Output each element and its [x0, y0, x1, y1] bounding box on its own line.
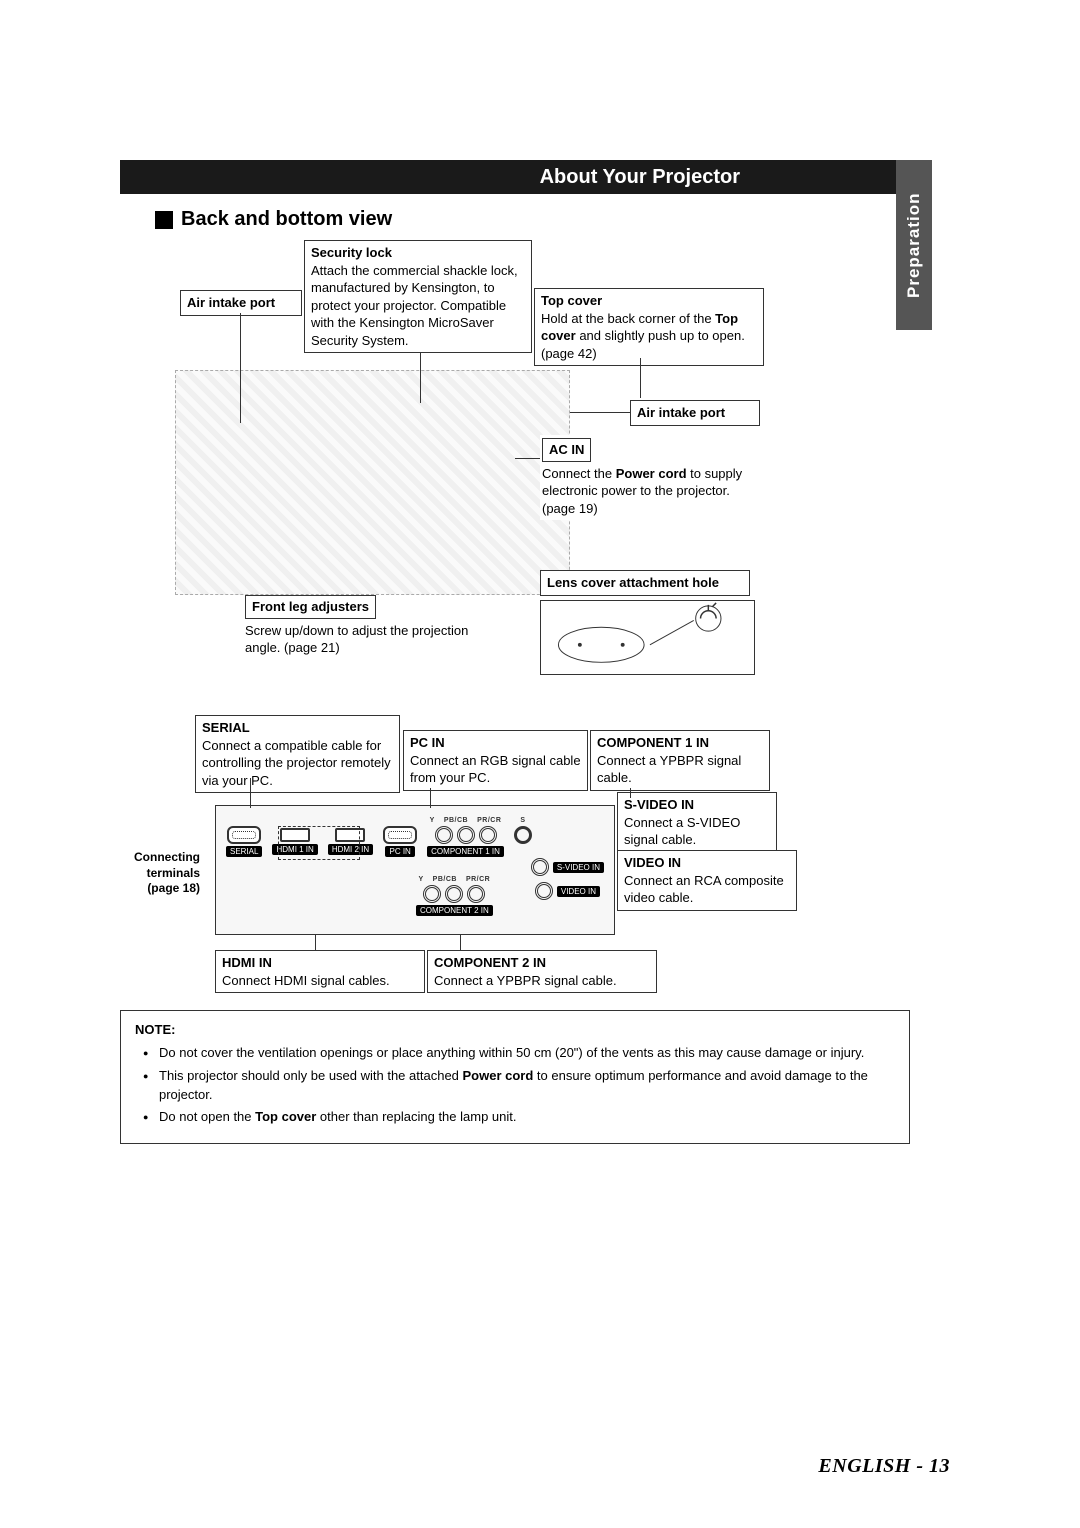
callout-component2: COMPONENT 2 IN Connect a YPBPR signal ca… [427, 950, 657, 993]
note-item: Do not cover the ventilation openings or… [147, 1044, 895, 1063]
callout-title: Front leg adjusters [245, 595, 376, 619]
rca-port-icon [423, 885, 441, 903]
page-title: About Your Projector [540, 166, 740, 189]
projector-back-bottom-diagram [175, 370, 570, 595]
callout-title: Security lock [311, 244, 525, 262]
callout-hdmi: HDMI IN Connect HDMI signal cables. [215, 950, 425, 993]
callout-title: SERIAL [202, 719, 393, 737]
leader-line [570, 412, 630, 413]
port-component1: Y PB/CB PR/CR COMPONENT 1 IN [427, 817, 504, 857]
callout-title: S-VIDEO IN [624, 796, 770, 814]
callout-component1: COMPONENT 1 IN Connect a YPBPR signal ca… [590, 730, 770, 791]
callout-title: Air intake port [637, 405, 725, 420]
dsub-port-icon [227, 826, 261, 844]
footer-text: ENGLISH - 13 [818, 1455, 950, 1477]
leader-line [420, 353, 421, 403]
hdmi-group-outline [278, 826, 360, 860]
callout-air-intake-right: Air intake port [630, 400, 760, 426]
port-pc-in: PC IN [383, 816, 417, 857]
callout-title: Lens cover attachment hole [547, 575, 719, 590]
svideo-port-icon [514, 826, 532, 844]
note-list: Do not cover the ventilation openings or… [135, 1044, 895, 1127]
callout-air-intake-left: Air intake port [180, 290, 302, 316]
rca-port-icon [479, 826, 497, 844]
manual-page: About Your Projector Preparation Back an… [120, 160, 910, 1360]
section-heading: Back and bottom view [155, 208, 392, 231]
port-component2: Y PB/CB PR/CR COMPONENT 2 IN [416, 876, 493, 916]
rca-port-icon [535, 882, 553, 900]
rca-port-icon [467, 885, 485, 903]
leader-line [240, 313, 241, 423]
callout-ac-in: AC IN Connect the Power cord to supply e… [540, 435, 765, 520]
terminals-panel-diagram: SERIAL HDMI 1 IN HDMI 2 IN PC IN [215, 805, 615, 935]
callout-body: Connect the Power cord to supply electro… [542, 465, 759, 518]
lens-cover-detail-diagram [540, 600, 755, 675]
callout-body: Connect an RCA composite video cable. [624, 872, 790, 907]
page-footer: ENGLISH - 13 [818, 1455, 950, 1478]
port-svideo-top: S [514, 817, 532, 857]
note-title: NOTE: [135, 1021, 895, 1040]
leader-line [640, 358, 641, 398]
leader-line [315, 935, 316, 950]
callout-svideo: S-VIDEO IN Connect a S-VIDEO signal cabl… [617, 792, 777, 853]
callout-top-cover: Top cover Hold at the back corner of the… [534, 288, 764, 366]
lens-cover-svg [541, 601, 754, 674]
callout-body: Screw up/down to adjust the projection a… [245, 622, 470, 657]
callout-video: VIDEO IN Connect an RCA composite video … [617, 850, 797, 911]
callout-body: Connect a YPBPR signal cable. [434, 972, 650, 990]
page-title-bar: About Your Projector [120, 160, 910, 194]
callout-title: PC IN [410, 734, 581, 752]
callout-pc-in: PC IN Connect an RGB signal cable from y… [403, 730, 588, 791]
rca-port-icon [531, 858, 549, 876]
callout-body: Attach the commercial shackle lock, manu… [311, 262, 525, 350]
note-item: Do not open the Top cover other than rep… [147, 1108, 895, 1127]
callout-body: Connect a compatible cable for controlli… [202, 737, 393, 790]
callout-title: HDMI IN [222, 954, 418, 972]
rca-port-icon [457, 826, 475, 844]
leader-line [515, 458, 540, 459]
callout-title: Top cover [541, 292, 757, 310]
callout-title: COMPONENT 2 IN [434, 954, 650, 972]
callout-title: VIDEO IN [624, 854, 790, 872]
leader-line [250, 778, 251, 808]
square-bullet-icon [155, 211, 173, 229]
content-area: Air intake port Security lock Attach the… [120, 240, 910, 1290]
connecting-terminals-label: Connecting terminals (page 18) [110, 850, 200, 897]
leader-line [630, 788, 631, 798]
note-box: NOTE: Do not cover the ventilation openi… [120, 1010, 910, 1144]
callout-title: Air intake port [187, 295, 275, 310]
section-heading-text: Back and bottom view [181, 208, 392, 231]
rca-port-icon [445, 885, 463, 903]
callout-body: Hold at the back corner of the Top cover… [541, 310, 757, 363]
callout-title: AC IN [542, 438, 591, 462]
callout-title: COMPONENT 1 IN [597, 734, 763, 752]
callout-front-leg: Front leg adjusters Screw up/down to adj… [245, 595, 470, 657]
leader-line [430, 788, 431, 808]
callout-serial: SERIAL Connect a compatible cable for co… [195, 715, 400, 793]
callout-body: Connect a S-VIDEO signal cable. [624, 814, 770, 849]
callout-body: Connect HDMI signal cables. [222, 972, 418, 990]
dsub-port-icon [383, 826, 417, 844]
callout-security-lock: Security lock Attach the commercial shac… [304, 240, 532, 353]
leader-line [460, 935, 461, 950]
callout-body: Connect an RGB signal cable from your PC… [410, 752, 581, 787]
rca-port-icon [435, 826, 453, 844]
callout-body: Connect a YPBPR signal cable. [597, 752, 763, 787]
port-serial: SERIAL [226, 816, 262, 857]
callout-lens-cover: Lens cover attachment hole [540, 570, 750, 596]
note-item: This projector should only be used with … [147, 1067, 895, 1105]
